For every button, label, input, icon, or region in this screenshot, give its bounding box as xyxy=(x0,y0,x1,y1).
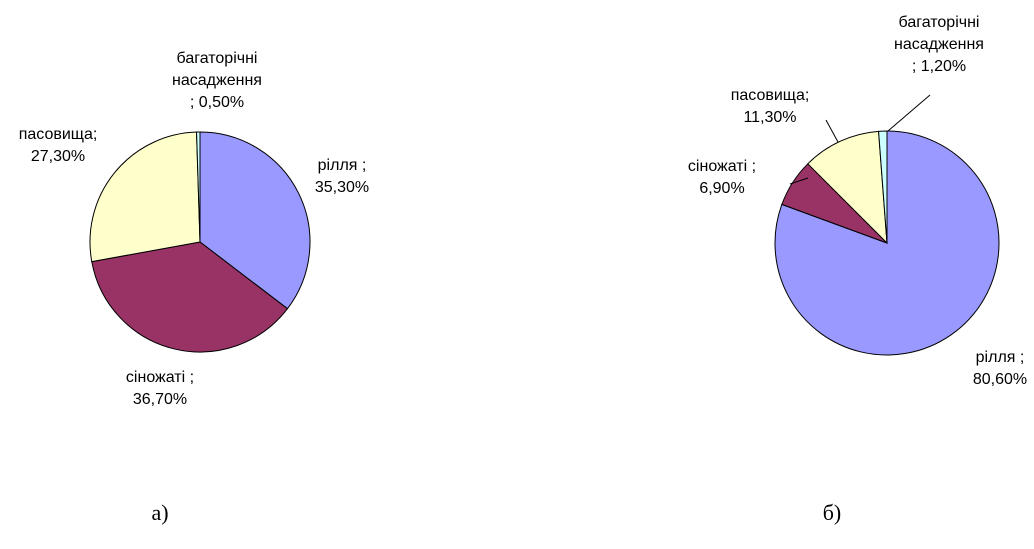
data-label: рілля ; 80,60% xyxy=(973,349,1027,388)
pie-chart-a: рілля ; 35,30% сіножаті ; 36,70% пасовища; 27… xyxy=(19,50,369,408)
caption-b: б) xyxy=(823,500,842,525)
data-label: рілля ; 35,30% xyxy=(315,157,369,196)
slice-pasovyshcha xyxy=(89,131,201,263)
caption-a: а) xyxy=(151,500,168,525)
pie-chart-b: рілля ; 80,60% сіножаті ; 6,90% пасовища; 11,… xyxy=(688,14,1027,388)
data-label: багаторічні насадження; 1,20% xyxy=(894,14,984,75)
slice-pasovyshcha xyxy=(807,130,888,245)
data-label: сіножаті ; 6,90% xyxy=(688,158,756,197)
leader-line xyxy=(887,94,931,132)
slice-bahatorichni xyxy=(878,130,888,244)
leader-line xyxy=(789,177,809,185)
slice-rillia xyxy=(199,131,311,310)
data-label: пасовища; 27,30% xyxy=(19,126,98,165)
slice-sinozhati xyxy=(91,241,289,353)
data-label: пасовища; 11,30% xyxy=(731,87,810,126)
data-label: сіножаті ; 36,70% xyxy=(126,369,194,408)
leader-line xyxy=(825,119,839,143)
slice-bahatorichni xyxy=(196,131,201,243)
data-label: багаторічні насадження; 0,50% xyxy=(172,50,262,111)
